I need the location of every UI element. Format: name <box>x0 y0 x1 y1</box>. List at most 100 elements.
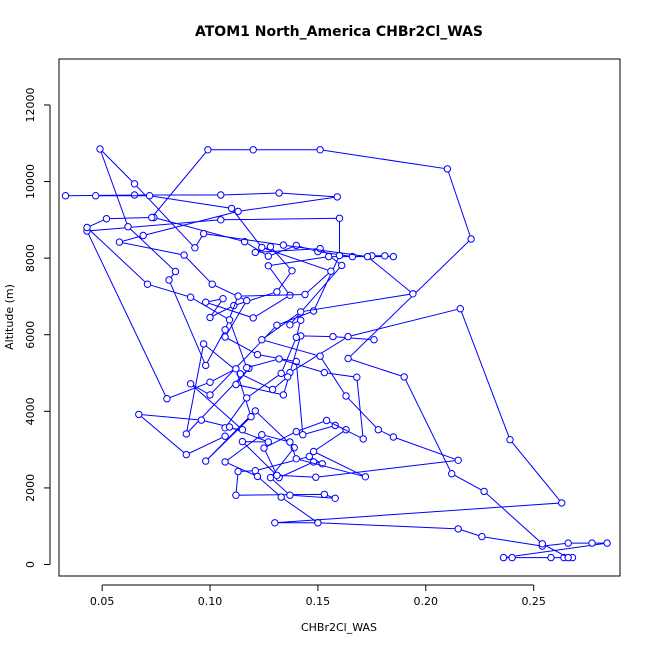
data-point <box>208 280 216 288</box>
x-axis-label: CHBr2Cl_WAS <box>301 621 377 634</box>
y-tick-label: 2000 <box>24 474 37 502</box>
data-point <box>130 180 139 188</box>
data-point <box>191 244 199 252</box>
data-point <box>83 223 91 232</box>
data-point <box>102 215 111 223</box>
data-point <box>370 336 378 344</box>
data-point <box>206 391 214 399</box>
data-point <box>335 214 344 223</box>
data-point <box>292 455 300 463</box>
data-point <box>273 288 281 296</box>
data-point <box>130 191 139 199</box>
data-point <box>165 276 173 284</box>
data-point <box>271 519 279 527</box>
data-point <box>320 490 329 499</box>
chart-title: ATOM1 North_America CHBr2Cl_WAS <box>195 24 483 40</box>
data-point <box>253 472 262 481</box>
data-point <box>443 165 452 173</box>
y-axis: 0 2000 4000 6000 8000 10000 12000 <box>24 87 51 568</box>
data-point <box>199 340 208 348</box>
data-point <box>409 290 417 298</box>
data-point <box>139 231 147 240</box>
y-tick-label: 0 <box>24 561 37 568</box>
data-point <box>286 438 294 446</box>
data-point <box>266 243 275 251</box>
data-point <box>92 192 100 200</box>
data-point <box>225 316 234 324</box>
data-point <box>234 207 242 216</box>
data-point <box>234 292 242 300</box>
data-point <box>234 467 242 476</box>
data-point <box>180 251 188 259</box>
data-point <box>232 380 240 389</box>
data-point <box>96 145 104 153</box>
data-point <box>243 394 251 402</box>
data-point <box>225 423 234 431</box>
data-point <box>249 146 257 154</box>
data-point <box>221 326 229 334</box>
series-1 <box>182 305 611 562</box>
data-point <box>277 369 285 378</box>
data-point <box>232 491 240 499</box>
data-point <box>312 473 320 481</box>
data-point <box>480 487 488 496</box>
data-point <box>305 452 313 461</box>
data-point <box>206 378 214 386</box>
data-point <box>186 380 195 388</box>
data-point <box>171 267 180 276</box>
x-tick-label: 0.10 <box>198 595 223 608</box>
data-point <box>292 427 300 436</box>
data-point <box>143 280 152 288</box>
data-point <box>279 391 288 399</box>
data-point <box>558 499 566 507</box>
data-point <box>297 316 305 324</box>
data-point <box>284 373 292 381</box>
x-tick-label: 0.15 <box>306 595 331 608</box>
data-point <box>288 267 296 275</box>
data-point <box>292 333 300 342</box>
data-point <box>506 436 514 444</box>
data-point <box>538 540 546 548</box>
series-line <box>86 148 569 559</box>
data-point <box>448 470 456 478</box>
data-point <box>221 458 229 466</box>
data-point <box>264 438 272 446</box>
data-point <box>400 373 408 381</box>
data-point <box>344 332 352 341</box>
data-point <box>243 364 251 372</box>
data-point <box>508 553 516 562</box>
x-tick-label: 0.05 <box>90 595 115 608</box>
data-point <box>238 437 247 446</box>
data-point <box>333 193 341 201</box>
data-point <box>309 447 318 456</box>
data-point <box>264 252 272 260</box>
series-4 <box>83 145 572 562</box>
data-point <box>264 262 272 270</box>
y-axis-label: Altitude (m) <box>3 284 16 350</box>
data-point <box>309 307 318 315</box>
data-point <box>135 410 143 419</box>
data-point <box>456 305 464 313</box>
data-point <box>277 493 285 501</box>
data-point <box>206 313 214 322</box>
data-point <box>204 146 212 154</box>
x-tick-label: 0.25 <box>521 595 546 608</box>
data-point <box>232 365 240 373</box>
data-point <box>297 308 305 316</box>
data-point <box>115 238 124 246</box>
data-point <box>253 350 262 359</box>
data-point <box>467 235 475 243</box>
data-point <box>342 392 350 400</box>
x-axis: 0.05 0.10 0.15 0.20 0.25 <box>90 584 546 608</box>
y-tick-label: 4000 <box>24 397 37 425</box>
data-point <box>217 216 225 224</box>
data-point <box>547 553 555 562</box>
data-point <box>145 192 154 200</box>
data-point <box>275 189 283 197</box>
data-point <box>325 252 333 261</box>
data-point <box>217 191 225 199</box>
data-point <box>359 435 367 443</box>
data-point <box>564 553 572 562</box>
data-point <box>301 290 309 299</box>
